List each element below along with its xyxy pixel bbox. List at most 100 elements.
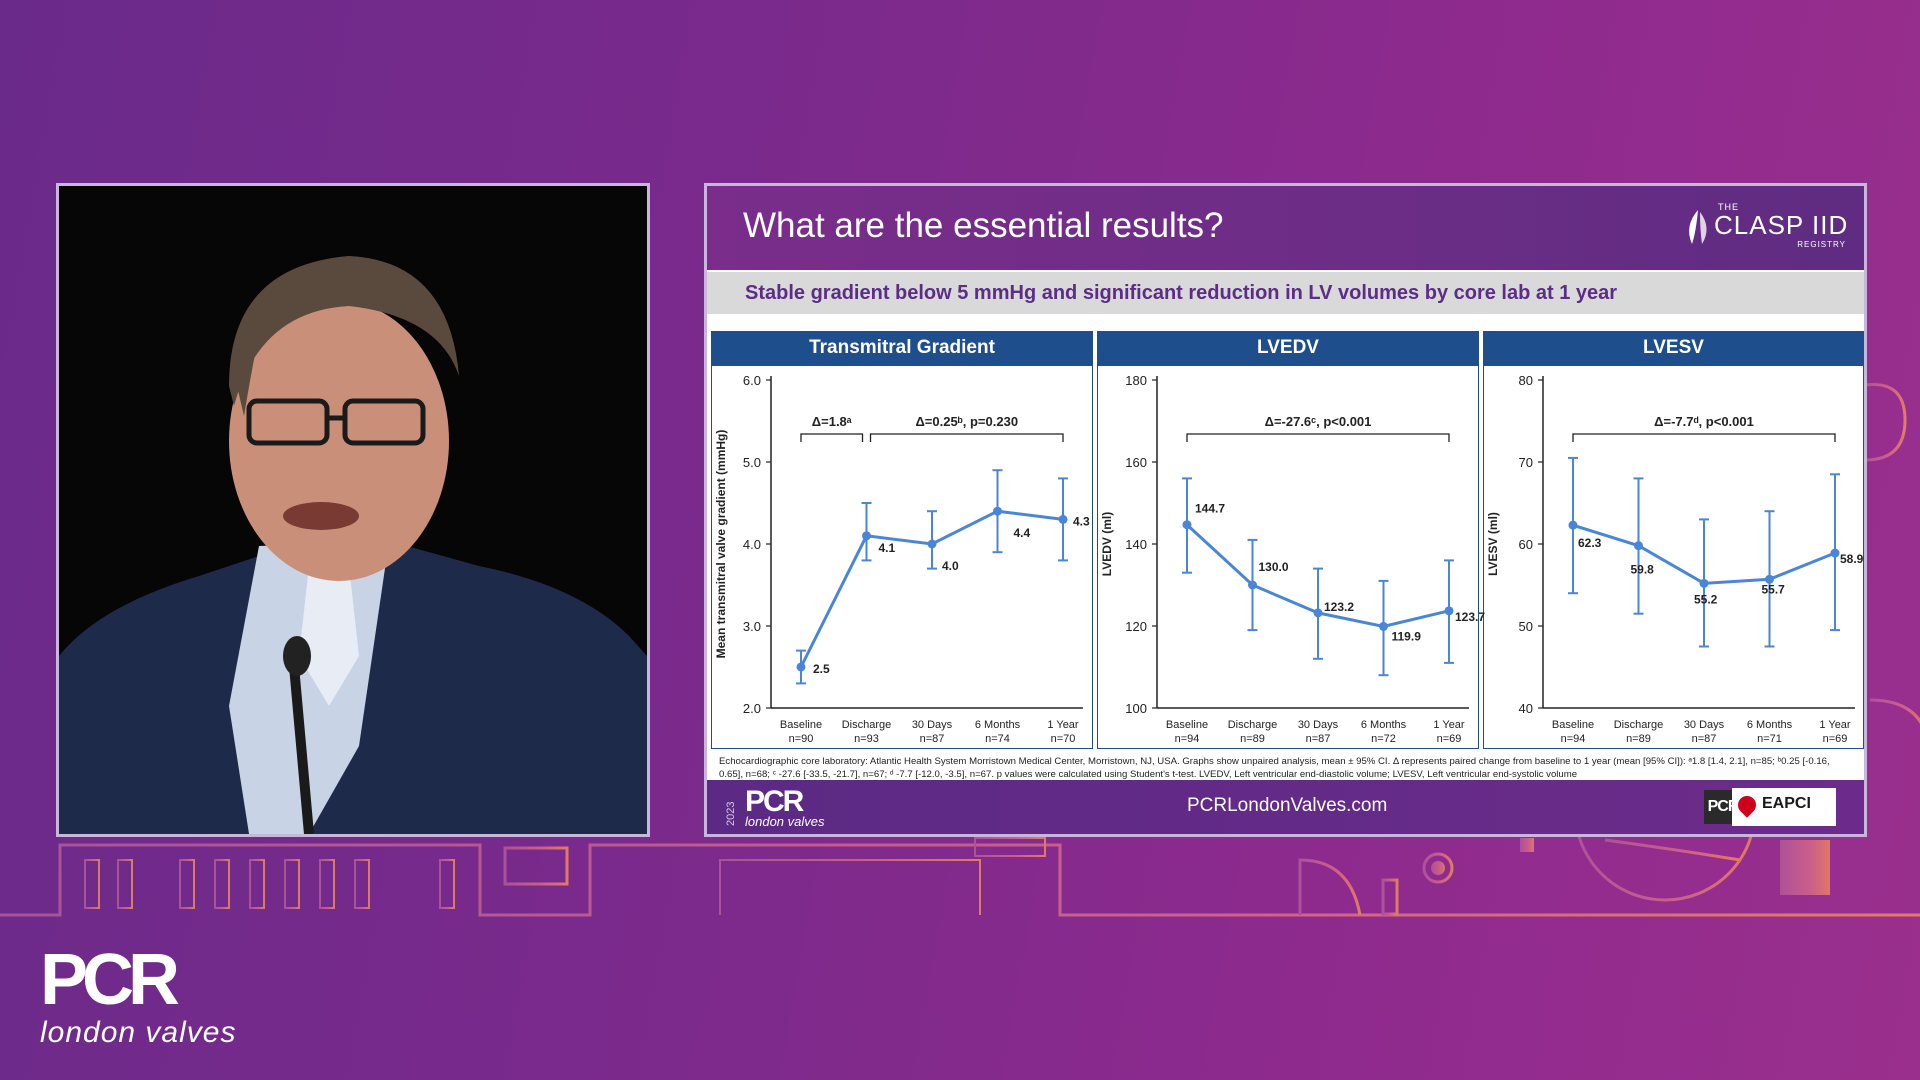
x-tick-label: 1 Year [1433, 719, 1465, 731]
data-point [1699, 578, 1709, 588]
y-axis-label: LVESV (ml) [1486, 512, 1500, 576]
data-label: 144.7 [1195, 502, 1225, 516]
data-label: 59.8 [1631, 563, 1655, 577]
x-tick-label: 1 Year [1819, 719, 1851, 731]
panel-lvedv [1097, 365, 1479, 749]
data-point [862, 531, 871, 541]
y-tick-label: 6.0 [743, 373, 761, 388]
data-point [1182, 520, 1192, 530]
speaker-video [56, 183, 650, 837]
data-label: 4.4 [1014, 526, 1031, 540]
delta-label: Δ=-27.6ᶜ, p<0.001 [1265, 414, 1372, 429]
x-tick-n-label: n=94 [1175, 733, 1200, 745]
data-point [927, 539, 937, 549]
clasp-iid-logo: THE CLASP IID REGISTRY [1680, 196, 1850, 256]
x-tick-n-label: n=70 [1051, 733, 1076, 745]
subtitle-bar: Stable gradient below 5 mmHg and signifi… [707, 272, 1864, 314]
x-tick-label: 6 Months [1747, 719, 1793, 731]
x-tick-n-label: n=87 [1692, 733, 1717, 745]
y-tick-label: 160 [1125, 455, 1147, 470]
footer-year: 2023 [725, 801, 737, 826]
heart-icon [1734, 792, 1760, 818]
data-point [1313, 608, 1323, 618]
slide-footer: 2023 PCR london valves PCRLondonValves.c… [707, 780, 1864, 834]
x-tick-n-label: n=71 [1757, 733, 1782, 745]
delta-bracket [869, 433, 1064, 442]
footer-url: PCRLondonValves.com [1187, 795, 1388, 816]
x-tick-label: 30 Days [1684, 719, 1725, 731]
y-tick-label: 40 [1519, 701, 1533, 716]
pcr-brand-logo: PCR london valves [40, 940, 237, 1051]
y-tick-label: 60 [1519, 537, 1533, 552]
x-tick-label: Discharge [1228, 719, 1278, 731]
data-label: 130.0 [1259, 560, 1289, 574]
x-tick-label: 6 Months [1361, 719, 1407, 731]
data-label: 123.7 [1455, 610, 1485, 624]
data-label: 123.2 [1324, 600, 1354, 614]
delta-label: Δ=0.25ᵇ, p=0.230 [915, 414, 1018, 429]
delta-bracket [800, 433, 864, 442]
eapci-logo: EAPCI [1732, 788, 1836, 826]
data-label: 55.7 [1762, 582, 1786, 596]
data-label: 2.5 [813, 662, 830, 676]
data-label: 4.0 [942, 559, 959, 573]
delta-label: Δ=-7.7ᵈ, p<0.001 [1654, 414, 1754, 429]
panel-title-lvesv: LVESV [1483, 331, 1864, 365]
logo-name: CLASP IID [1714, 210, 1849, 240]
speaker-image [59, 186, 647, 834]
data-point [1248, 580, 1257, 590]
y-tick-label: 3.0 [743, 619, 761, 634]
brand-pcr: PCR [40, 940, 180, 1020]
data-point [1634, 541, 1643, 551]
presentation-slide: What are the essential results? THE CLAS… [704, 183, 1867, 837]
delta-bracket [1186, 433, 1450, 442]
footer-london-valves: london valves [745, 814, 825, 829]
slide-header: What are the essential results? THE CLAS… [707, 186, 1864, 270]
x-tick-label: Baseline [1166, 719, 1208, 731]
y-tick-label: 4.0 [743, 537, 761, 552]
charts-canvas: 2.0 3.0 4.0 5.0 6.0 Mean transmitral valve gr… [714, 373, 1864, 745]
data-point [796, 662, 806, 672]
x-tick-n-label: n=69 [1823, 733, 1848, 745]
x-tick-label: 1 Year [1047, 719, 1079, 731]
data-label: 4.1 [879, 541, 896, 555]
x-tick-label: Discharge [1614, 719, 1664, 731]
eapci-label: EAPCI [1762, 795, 1811, 812]
y-tick-label: 50 [1519, 619, 1533, 634]
leaf-icon [1689, 210, 1707, 244]
y-tick-label: 70 [1519, 455, 1533, 470]
x-tick-label: Discharge [842, 719, 892, 731]
data-label: 4.3 [1073, 514, 1090, 528]
x-tick-label: 6 Months [975, 719, 1021, 731]
data-point [1379, 621, 1388, 631]
data-label: 58.9 [1840, 552, 1864, 566]
slide-title: What are the essential results? [743, 206, 1224, 245]
x-tick-n-label: n=89 [1626, 733, 1651, 745]
y-tick-label: 80 [1519, 373, 1533, 388]
x-tick-label: 30 Days [1298, 719, 1339, 731]
panel-lvesv [1483, 365, 1864, 749]
x-tick-n-label: n=87 [920, 733, 945, 745]
y-tick-label: 140 [1125, 537, 1147, 552]
data-point [1830, 548, 1840, 558]
data-point [1058, 514, 1068, 524]
y-tick-label: 5.0 [743, 455, 761, 470]
x-tick-n-label: n=72 [1371, 733, 1396, 745]
logo-the: THE [1718, 202, 1739, 212]
delta-label: Δ=1.8ᵃ [812, 414, 852, 429]
data-point [993, 506, 1002, 516]
y-axis-label: LVEDV (ml) [1100, 512, 1114, 576]
brand-tagline: london valves [40, 1016, 237, 1049]
panel-gradient [711, 365, 1093, 749]
data-point [1765, 574, 1774, 584]
x-tick-n-label: n=89 [1240, 733, 1265, 745]
slide-footnote: Echocardiographic core laboratory: Atlan… [719, 756, 1830, 780]
data-point [1568, 520, 1578, 530]
data-label: 62.3 [1578, 536, 1602, 550]
data-point [1444, 606, 1454, 616]
slide-subtitle: Stable gradient below 5 mmHg and signifi… [745, 282, 1618, 304]
data-label: 55.2 [1694, 592, 1718, 606]
footer-pcr-logo: PCR [745, 785, 804, 818]
delta-bracket [1572, 433, 1836, 442]
y-axis-label: Mean transmitral valve gradient (mmHg) [714, 430, 728, 659]
